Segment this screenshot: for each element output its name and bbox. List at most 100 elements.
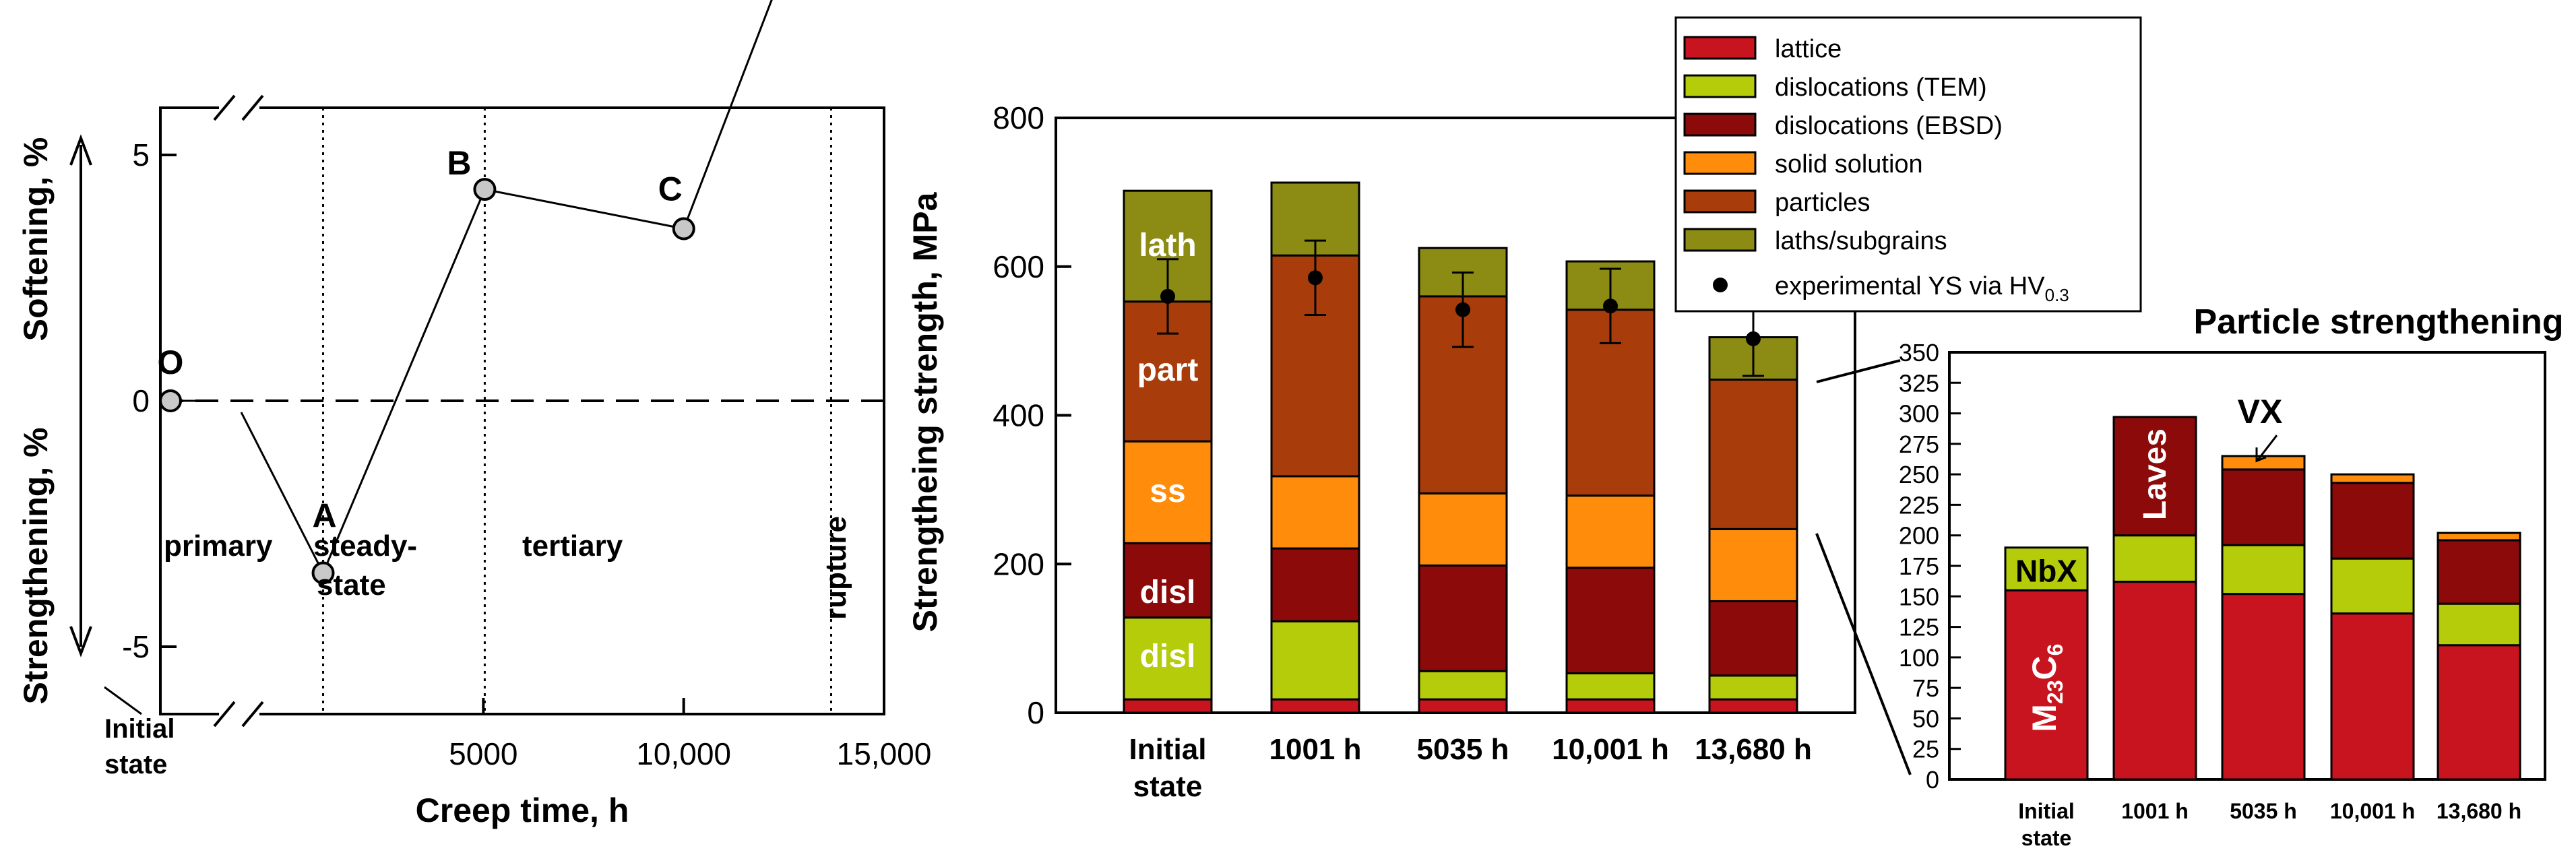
segment-label-disl: disl (1140, 639, 1196, 674)
bar-segment-solid-solution (1123, 440, 1213, 544)
point-label-b: B (447, 144, 471, 182)
mid-ytick-label: 600 (993, 249, 1044, 284)
mid-ytick-label: 400 (993, 398, 1044, 433)
particle-segment-nbx (2112, 534, 2197, 583)
particle-chart-title: Particle strengthening (2194, 302, 2564, 342)
bar-segment-solid-solution (1708, 527, 1798, 602)
vx-pointer (2257, 435, 2278, 461)
legend-swatch (1683, 113, 1757, 137)
arrow-down-icon (69, 626, 92, 657)
left-ytick-label: 0 (132, 383, 150, 418)
vx-arrow-icon (2255, 447, 2267, 463)
initial-state-label: Initial state (104, 714, 175, 779)
middle-y-ticks: 0 200 400 600 800 (993, 100, 1071, 730)
label-vx: VX (2238, 393, 2283, 430)
legend-marker-label: experimental YS via HV0.3 (1775, 272, 2069, 305)
right-ytick-label: 225 (1899, 491, 1939, 519)
legend-label: lattice (1775, 35, 1842, 63)
bar-segment-lattice (1708, 698, 1798, 714)
bar-segment-solid-solution (1418, 492, 1508, 567)
bar-segment-dislocations-tem- (1565, 672, 1656, 701)
stage-lines (322, 108, 833, 714)
stage-steady-2: state (317, 569, 386, 602)
mid-ytick-label: 0 (1027, 695, 1044, 730)
particle-segment-vx (2221, 455, 2306, 471)
bar-segment-dislocations-tem- (1418, 670, 1508, 701)
stage-steady-1: steady- (313, 529, 417, 563)
mid-xlabel-initial-2: state (1133, 770, 1203, 803)
legend-swatch (1683, 151, 1757, 175)
segment-label-disl: disl (1140, 575, 1196, 610)
legend-marker (1713, 278, 1728, 292)
left-plot-frame (159, 106, 885, 715)
series-line (322, 0, 773, 574)
bar-segment-dislocations-tem- (1270, 620, 1360, 701)
right-ytick-label: 350 (1899, 339, 1939, 366)
mid-xlabel: 13,680 h (1695, 733, 1812, 766)
mid-xlabel: 10,001 h (1552, 733, 1669, 766)
bar-segment-lattice (1418, 698, 1508, 714)
right-ytick-label: 300 (1899, 400, 1939, 428)
right-bars (2004, 416, 2521, 781)
right-xlabel-initial-2: state (2021, 826, 2072, 850)
experimental-point (1603, 298, 1618, 314)
experimental-point (1746, 331, 1761, 346)
right-ytick-label: 150 (1899, 583, 1939, 610)
mid-ytick-label: 800 (993, 100, 1044, 135)
mid-xlabel: 1001 h (1269, 733, 1362, 766)
bar-segment-dislocations-tem- (1123, 616, 1213, 701)
strengthening-stacked-chart: 0 200 400 600 800 disl disl ss part lath Initial… (906, 100, 1856, 803)
particle-segment-m23c6 (2004, 589, 2089, 781)
right-ytick-label: 0 (1926, 766, 1939, 794)
particle-segment-laves (2330, 482, 2415, 560)
label-nbx: NbX (2015, 554, 2077, 589)
stage-rupture: rupture (819, 516, 852, 620)
segment-labels: disl disl ss part lath (1137, 228, 1199, 674)
right-ytick-label: 25 (1912, 736, 1939, 763)
bar-segment-dislocations-ebsd- (1565, 567, 1656, 675)
segment-label-lath: lath (1139, 228, 1196, 263)
connector-bottom (1815, 533, 1912, 775)
legend-label: dislocations (TEM) (1775, 73, 1987, 102)
bar-segment-lattice (1123, 698, 1213, 714)
left-xtick-label: 15,000 (837, 736, 932, 771)
stage-primary: primary (164, 529, 273, 563)
right-ytick-label: 325 (1899, 369, 1939, 397)
bar-segment-lattice (1270, 698, 1360, 714)
left-x-ticks: 5000 10,000 15,000 (449, 698, 931, 771)
legend-swatch (1683, 36, 1757, 60)
legend: lattice dislocations (TEM) dislocations (E… (1674, 16, 2142, 313)
ylabel-strength: Strengtheing strength, MPa (906, 191, 944, 632)
left-y-ticks: 1050-5-10 (122, 137, 177, 664)
right-ytick-label: 125 (1899, 614, 1939, 641)
initial-state-line-1: Initial (104, 714, 175, 744)
particle-segment-vx (2330, 473, 2415, 484)
right-xlabel: 1001 h (2121, 799, 2189, 823)
right-xlabel: 10,001 h (2330, 799, 2415, 823)
legend-label: solid solution (1775, 150, 1923, 179)
legend-swatch (1683, 228, 1757, 252)
bar-segment-dislocations-ebsd- (1123, 542, 1213, 619)
bar-segment-lattice (1565, 698, 1656, 714)
data-point-b (473, 178, 497, 201)
particle-segment-laves (2112, 416, 2197, 537)
segment-label-ss: ss (1150, 474, 1185, 509)
data-point-o (159, 389, 182, 412)
point-label-o: O (158, 344, 184, 381)
left-ytick-label: 5 (132, 137, 150, 172)
data-point-c (672, 217, 695, 240)
bar-segment-solid-solution (1270, 475, 1360, 550)
left-xtick-label: 10,000 (636, 736, 731, 771)
phase-labels: NbX Laves VX M23C6 (2015, 393, 2282, 732)
particle-segment-laves (2221, 468, 2306, 546)
label-m23c6: M23C6 (2025, 644, 2067, 732)
segment-label-part: part (1137, 352, 1199, 388)
particle-segment-vx (2437, 532, 2521, 542)
legend-label: dislocations (EBSD) (1775, 112, 2003, 140)
arrow-up-icon (69, 134, 92, 166)
connector-top (1816, 359, 1901, 383)
particle-segment-nbx (2437, 602, 2521, 647)
